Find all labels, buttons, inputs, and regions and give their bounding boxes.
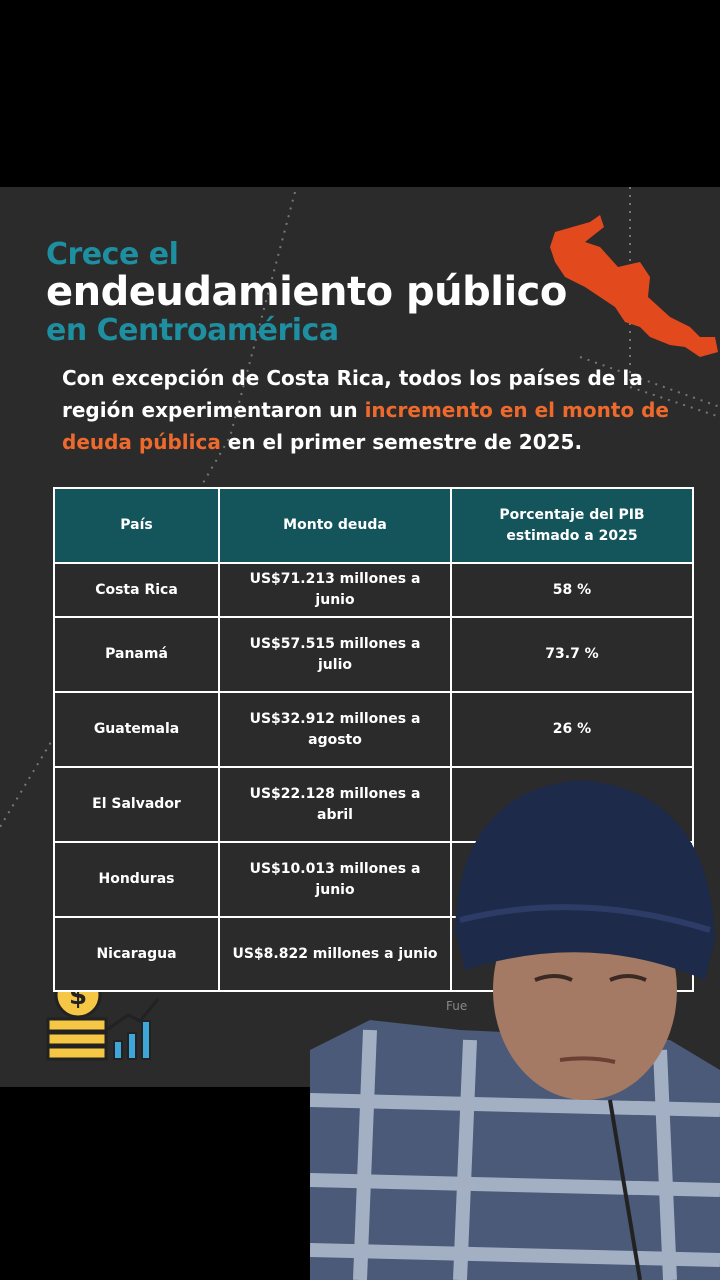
table-cell: US$8.822 millones a junio (218, 916, 452, 992)
table-cell: US$10.013 millones a junio (218, 841, 452, 918)
title-line: en Centroamérica (46, 313, 339, 348)
column-header: Porcentaje del PIB estimado a 2025 (450, 487, 694, 564)
table-cell: Nicaragua (53, 916, 220, 992)
intro-text: en el primer semestre de 2025. (220, 430, 583, 454)
table-cell: El Salvador (53, 766, 220, 843)
table-cell: Costa Rica (53, 562, 220, 618)
intro-text: Con excepción de Costa Rica, todos los p… (62, 366, 643, 422)
table-cell: 58 % (450, 562, 694, 618)
column-header: Monto deuda (218, 487, 452, 564)
table-cell: 73.7 % (450, 616, 694, 693)
intro-highlight: incremento en el monto de deuda pública (62, 398, 669, 454)
table-cell: 26 % (450, 691, 694, 768)
source: Fue (446, 999, 468, 1013)
person-overlay (310, 780, 720, 1280)
title-line: Crece el (46, 237, 179, 272)
table-cell: US$22.128 millones a abril (218, 766, 452, 843)
table-cell: US$57.515 millones a julio (218, 616, 452, 693)
map (550, 215, 718, 357)
column-header: País (53, 487, 220, 564)
intro: Con excepción de Costa Rica, todos los p… (62, 362, 672, 458)
title-line: endeudamiento público (46, 269, 567, 315)
table-cell: US$71.213 millones a junio (218, 562, 452, 618)
table-cell: Honduras (53, 841, 220, 918)
table-cell: Guatemala (53, 691, 220, 768)
table-cell: US$32.912 millones a agosto (218, 691, 452, 768)
table-cell: Panamá (53, 616, 220, 693)
